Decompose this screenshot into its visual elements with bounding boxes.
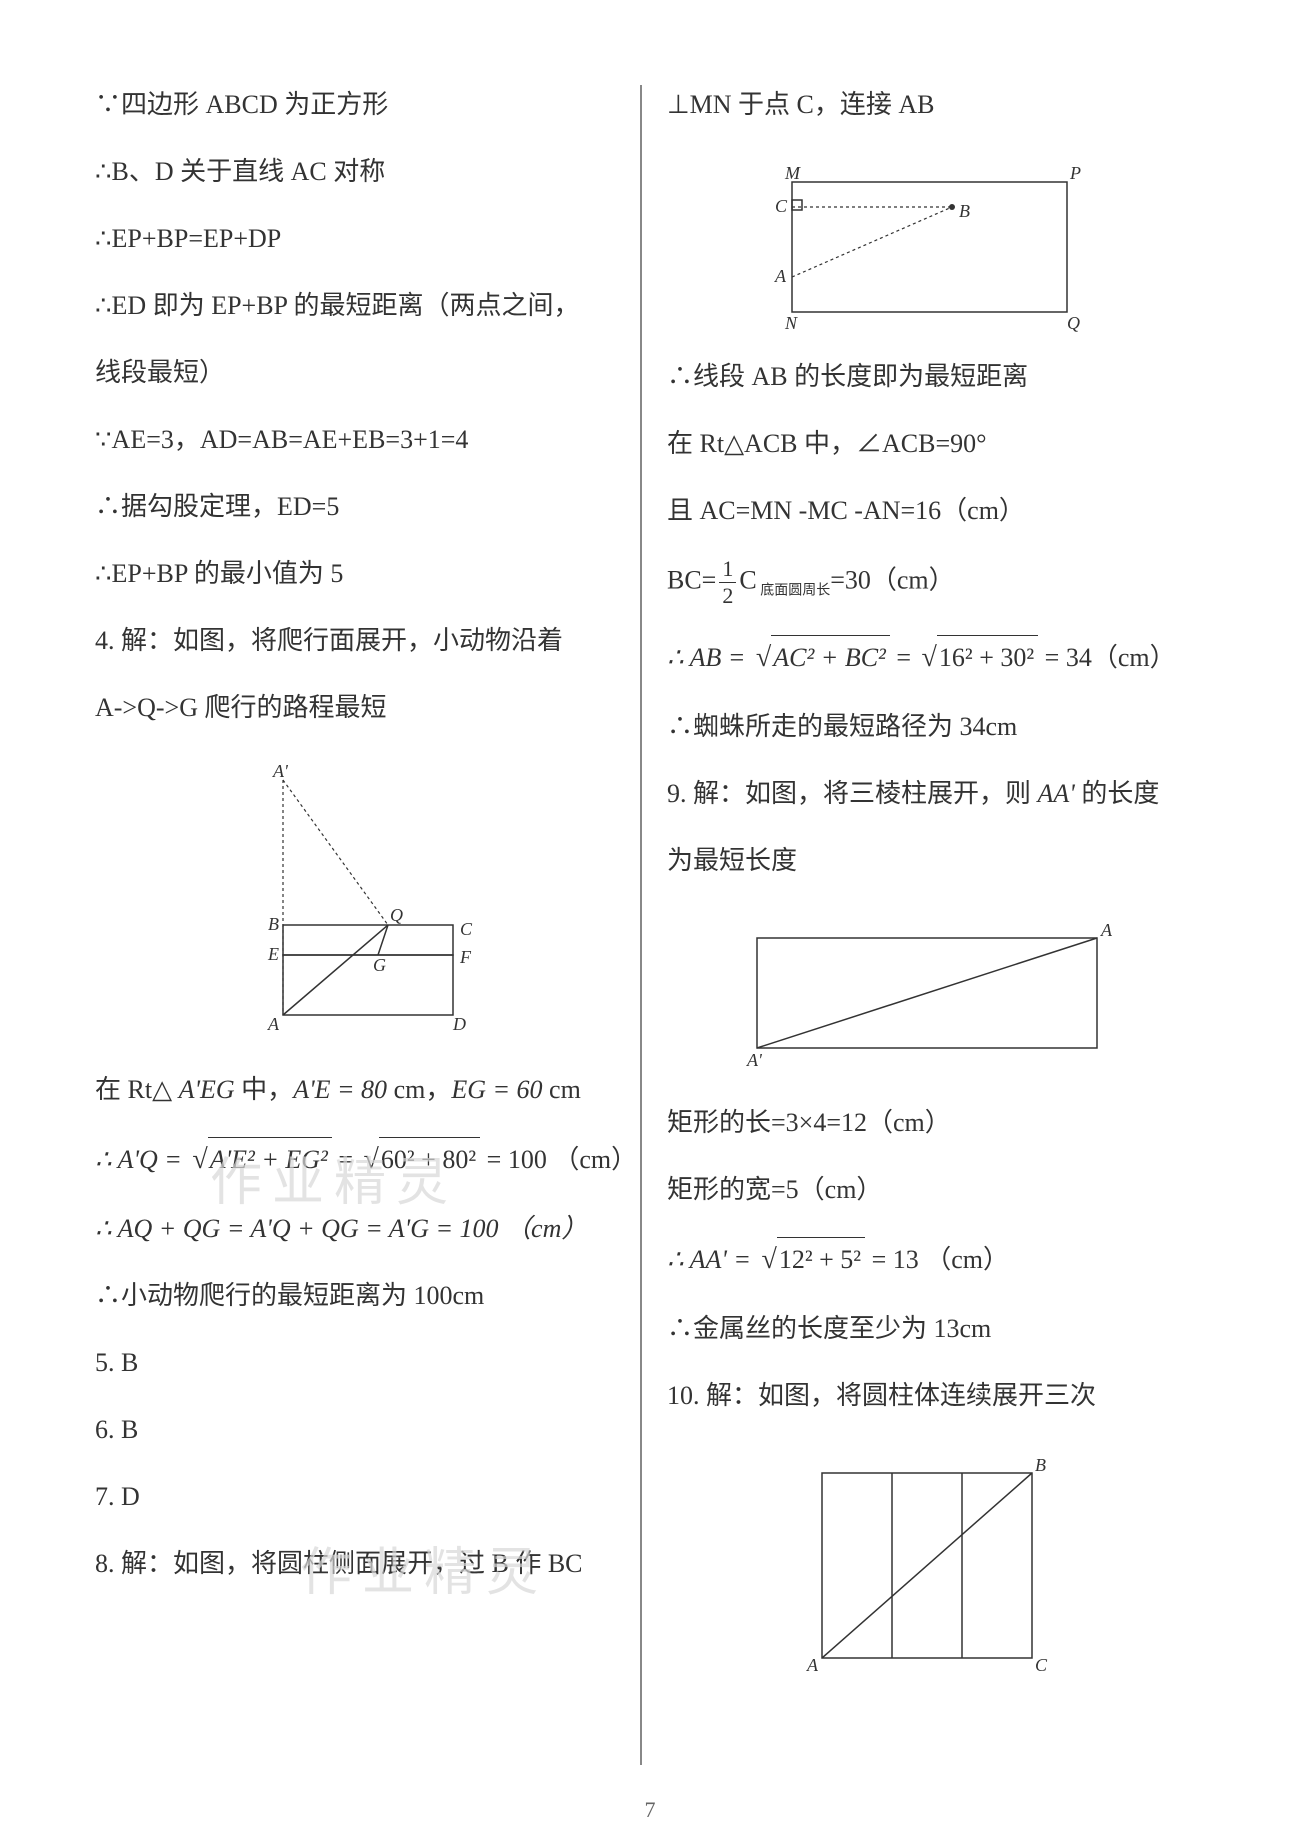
text-line: 矩形的长=3×4=12（cm）	[667, 1103, 1187, 1142]
left-column: ∵四边形 ABCD 为正方形 ∴B、D 关于直线 AC 对称 ∴EP+BP=EP…	[95, 85, 640, 1765]
svg-text:P: P	[1069, 163, 1081, 183]
text-line: A->Q->G 爬行的路程最短	[95, 688, 620, 727]
text-line: 8. 解：如图，将圆柱侧面展开，过 B 作 BC	[95, 1544, 620, 1583]
text-line: ∴蜘蛛所走的最短路径为 34cm	[667, 707, 1187, 746]
formula-line: ∴ A'Q = A'E² + EG² = 60² + 80² = 100 （cm…	[95, 1137, 620, 1181]
text-line: 且 AC=MN -MC -AN=16（cm）	[667, 491, 1187, 530]
text-line: ∴ED 即为 EP+BP 的最短距离（两点之间，	[95, 286, 620, 325]
text-line: ∴据勾股定理，ED=5	[95, 487, 620, 526]
text-line: ∴线段 AB 的长度即为最短距离	[667, 357, 1187, 396]
svg-text:Q: Q	[390, 905, 403, 925]
svg-text:Q: Q	[1067, 313, 1080, 332]
text-line: ∵四边形 ABCD 为正方形	[95, 85, 620, 124]
text-line: ∴B、D 关于直线 AC 对称	[95, 152, 620, 191]
diagram-3: A A'	[667, 918, 1187, 1078]
svg-text:B: B	[268, 914, 279, 934]
diagram-2: M P C B A N Q	[667, 162, 1187, 332]
page-number: 7	[645, 1797, 656, 1823]
formula-line: ∴ AB = AC² + BC² = 16² + 30² = 34（cm）	[667, 635, 1187, 679]
diagram-4: A B C	[667, 1453, 1187, 1683]
svg-text:A: A	[806, 1655, 819, 1675]
svg-text:A': A'	[746, 1050, 763, 1070]
svg-text:D: D	[452, 1014, 466, 1034]
svg-text:A: A	[774, 266, 787, 286]
diagram-1: A' B C E F G Q A D	[95, 765, 620, 1045]
text-line: 10. 解：如图，将圆柱体连续展开三次	[667, 1376, 1187, 1415]
svg-text:C: C	[460, 919, 473, 939]
svg-text:C: C	[775, 196, 788, 216]
answer-line: 7. D	[95, 1477, 620, 1516]
answer-line: 6. B	[95, 1410, 620, 1449]
text-line: 在 Rt△ACB 中，∠ACB=90°	[667, 424, 1187, 463]
formula-line: ∴ AA' = 12² + 5² = 13 （cm）	[667, 1237, 1187, 1281]
text-line: ∵AE=3，AD=AB=AE+EB=3+1=4	[95, 420, 620, 459]
text-line: 9. 解：如图，将三棱柱展开，则 AA' 的长度	[667, 774, 1187, 813]
svg-text:E: E	[267, 944, 279, 964]
text-line: 线段最短）	[95, 353, 620, 392]
text-line: 在 Rt△ A'EG 中，A'E = 80 cm，EG = 60 cm	[95, 1070, 620, 1109]
text-line: ⊥MN 于点 C，连接 AB	[667, 85, 1187, 124]
svg-text:B: B	[959, 201, 970, 221]
svg-text:A: A	[1100, 920, 1113, 940]
svg-text:M: M	[784, 163, 801, 183]
text-line: ∴EP+BP=EP+DP	[95, 219, 620, 258]
formula-line: BC=12C 底面圆周长=30（cm）	[667, 558, 1187, 607]
svg-text:F: F	[459, 947, 472, 967]
text-line: ∴EP+BP 的最小值为 5	[95, 554, 620, 593]
right-column: ⊥MN 于点 C，连接 AB M P C B A N Q ∴线段 AB 的长度即…	[642, 85, 1187, 1765]
text-line: ∴小动物爬行的最短距离为 100cm	[95, 1276, 620, 1315]
text-line: 4. 解：如图，将爬行面展开，小动物沿着	[95, 621, 620, 660]
svg-text:A: A	[267, 1014, 280, 1034]
svg-text:B: B	[1035, 1455, 1046, 1475]
text-line: ∴金属丝的长度至少为 13cm	[667, 1309, 1187, 1348]
answer-line: 5. B	[95, 1343, 620, 1382]
svg-text:C: C	[1035, 1655, 1048, 1675]
text-line: 矩形的宽=5（cm）	[667, 1170, 1187, 1209]
text-line: 为最短长度	[667, 841, 1187, 880]
svg-text:N: N	[784, 313, 798, 332]
svg-text:A': A'	[272, 765, 289, 781]
formula-line: ∴ AQ + QG = A'Q + QG = A'G = 100 （cm）	[95, 1209, 620, 1248]
svg-text:G: G	[373, 955, 386, 975]
